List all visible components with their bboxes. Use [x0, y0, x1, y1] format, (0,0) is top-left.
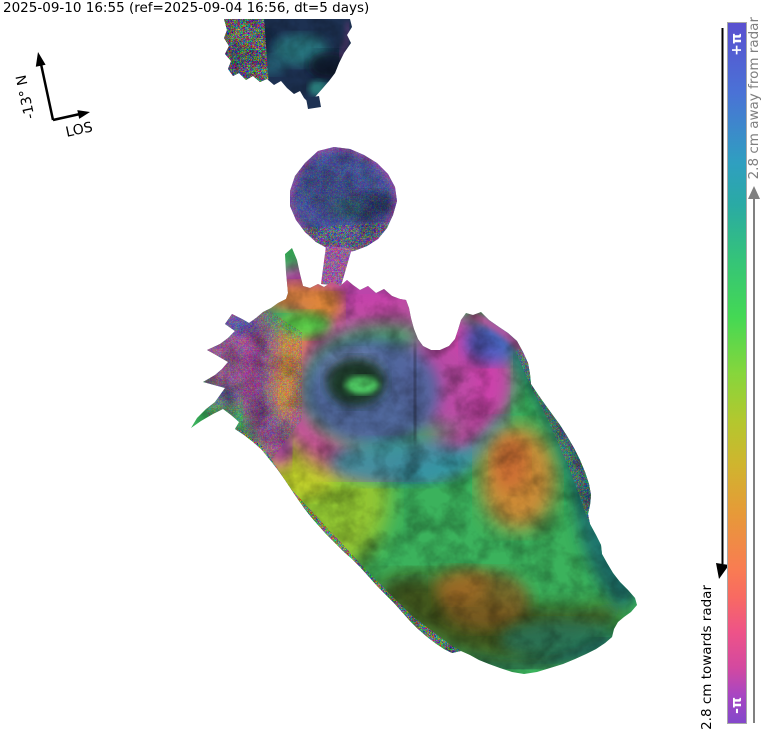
los-arrow	[52, 112, 81, 122]
island-north-patch-fragment	[306, 96, 321, 109]
north-label: -13° N	[14, 73, 39, 120]
towards-radar-arrow	[716, 28, 729, 579]
island-north-patch	[224, 19, 352, 103]
island-neck	[321, 246, 352, 286]
island-main	[191, 248, 637, 674]
north-arrow	[39, 63, 55, 121]
colorbar-gradient	[727, 22, 747, 724]
towards-radar-label: 2.8 cm towards radar	[699, 584, 715, 730]
island-upper-blob	[290, 147, 397, 253]
los-label: LOS	[64, 119, 94, 140]
colorbar-min-label: -π	[729, 696, 745, 714]
los-arrow-head	[77, 110, 90, 119]
north-arrow-head	[35, 52, 46, 67]
away-from-radar-label: 2.8 cm away from radar	[746, 16, 762, 180]
figure-title: 2025-09-10 16:55 (ref=2025-09-04 16:56, …	[3, 0, 370, 16]
compass: -13° N LOS	[14, 52, 94, 141]
away-from-radar-arrow	[748, 186, 760, 723]
